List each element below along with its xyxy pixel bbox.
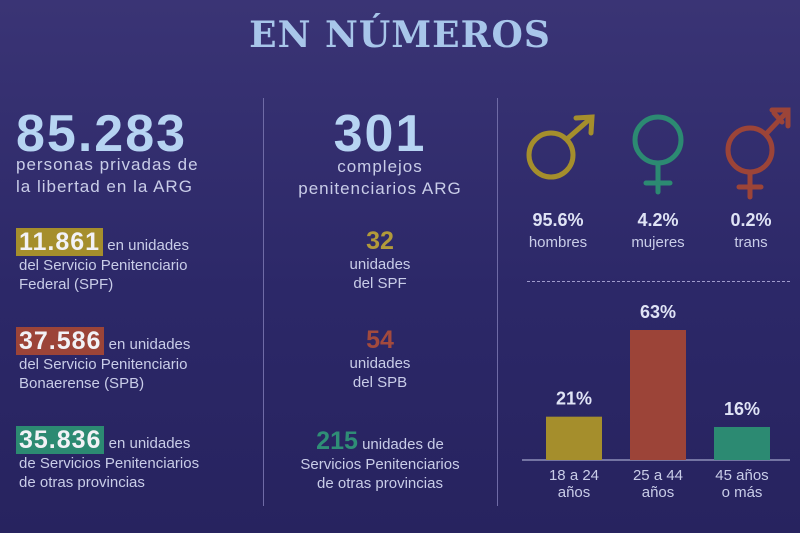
bar <box>630 330 686 460</box>
units-provinces-suffix: unidades de <box>362 436 444 453</box>
spf-suffix: en unidades <box>107 237 190 254</box>
units-spb-line1: unidades <box>349 355 411 372</box>
bar-value-label: 21% <box>556 389 592 409</box>
units-spb-line2: del SPB <box>352 374 408 391</box>
breakdown-spb: 37.586 en unidades del Servicio Penitenc… <box>16 327 256 393</box>
units-spf: 32 unidades del SPF <box>263 227 497 293</box>
spf-line3: Federal (SPF) <box>19 276 114 293</box>
spb-line3: Bonaerense (SPB) <box>19 375 145 392</box>
male-icon <box>526 114 595 180</box>
category-tick-label: años <box>558 484 591 501</box>
units-spf-number: 32 <box>366 227 394 255</box>
column-divider-right <box>497 98 498 506</box>
complexes-number: 301 <box>333 105 427 163</box>
category-tick-label: años <box>642 484 675 501</box>
total-label-line1: personas privadas de <box>16 155 199 174</box>
gender-trans-label: trans <box>734 234 768 251</box>
gender-male-label: hombres <box>528 234 588 251</box>
category-tick-label: 45 años <box>715 467 768 484</box>
bar <box>546 416 602 460</box>
category-tick-label: o más <box>722 484 763 501</box>
spb-number-badge: 37.586 <box>16 327 105 355</box>
total-label-line2: la libertad en la ARG <box>16 177 193 196</box>
page-title: EN NÚMEROS <box>249 14 551 56</box>
units-provinces-number: 215 <box>316 427 358 455</box>
complexes-line2: penitenciarios ARG <box>298 179 462 198</box>
bar-value-label: 63% <box>640 302 676 322</box>
total-prisoners-number: 85.283 <box>16 105 188 163</box>
provinces-suffix: en unidades <box>108 435 191 452</box>
bar <box>714 426 770 460</box>
breakdown-provinces: 35.836 en unidades de Servicios Penitenc… <box>16 426 261 492</box>
spb-line2: del Servicio Penitenciario <box>19 356 188 373</box>
gender-male-pct: 95.6% <box>532 210 584 230</box>
provinces-line3: de otras provincias <box>19 474 145 491</box>
units-spf-line2: del SPF <box>353 275 407 292</box>
units-spb-number: 54 <box>366 326 394 354</box>
units-provinces: 215 unidades de Servicios Penitenciarios… <box>263 427 497 493</box>
complexes-label: complejos penitenciarios ARG <box>263 156 497 200</box>
section-separator <box>527 281 790 282</box>
total-prisoners-label: personas privadas de la libertad en la A… <box>16 154 256 198</box>
complexes-line1: complejos <box>337 157 423 176</box>
bar-value-label: 16% <box>724 399 760 419</box>
female-icon <box>632 114 684 195</box>
provinces-line2: de Servicios Penitenciarios <box>19 455 200 472</box>
gender-female-label: mujeres <box>631 234 685 251</box>
transgender-icon <box>725 107 791 200</box>
units-spf-line1: unidades <box>349 256 411 273</box>
units-spb: 54 unidades del SPB <box>263 326 497 392</box>
breakdown-spf: 11.861 en unidades del Servicio Penitenc… <box>16 228 256 294</box>
provinces-number-badge: 35.836 <box>16 426 105 454</box>
column-divider-left <box>263 98 264 506</box>
gender-trans-pct: 0.2% <box>730 210 772 230</box>
spf-number-badge: 11.861 <box>16 228 104 256</box>
units-provinces-line2: de otras provincias <box>317 475 443 492</box>
category-tick-label: 18 a 24 <box>549 467 599 484</box>
units-provinces-line1: Servicios Penitenciarios <box>300 456 460 473</box>
category-tick-label: 25 a 44 <box>633 467 683 484</box>
gender-female-pct: 4.2% <box>637 210 679 230</box>
spb-suffix: en unidades <box>108 336 191 353</box>
spf-line2: del Servicio Penitenciario <box>19 257 188 274</box>
